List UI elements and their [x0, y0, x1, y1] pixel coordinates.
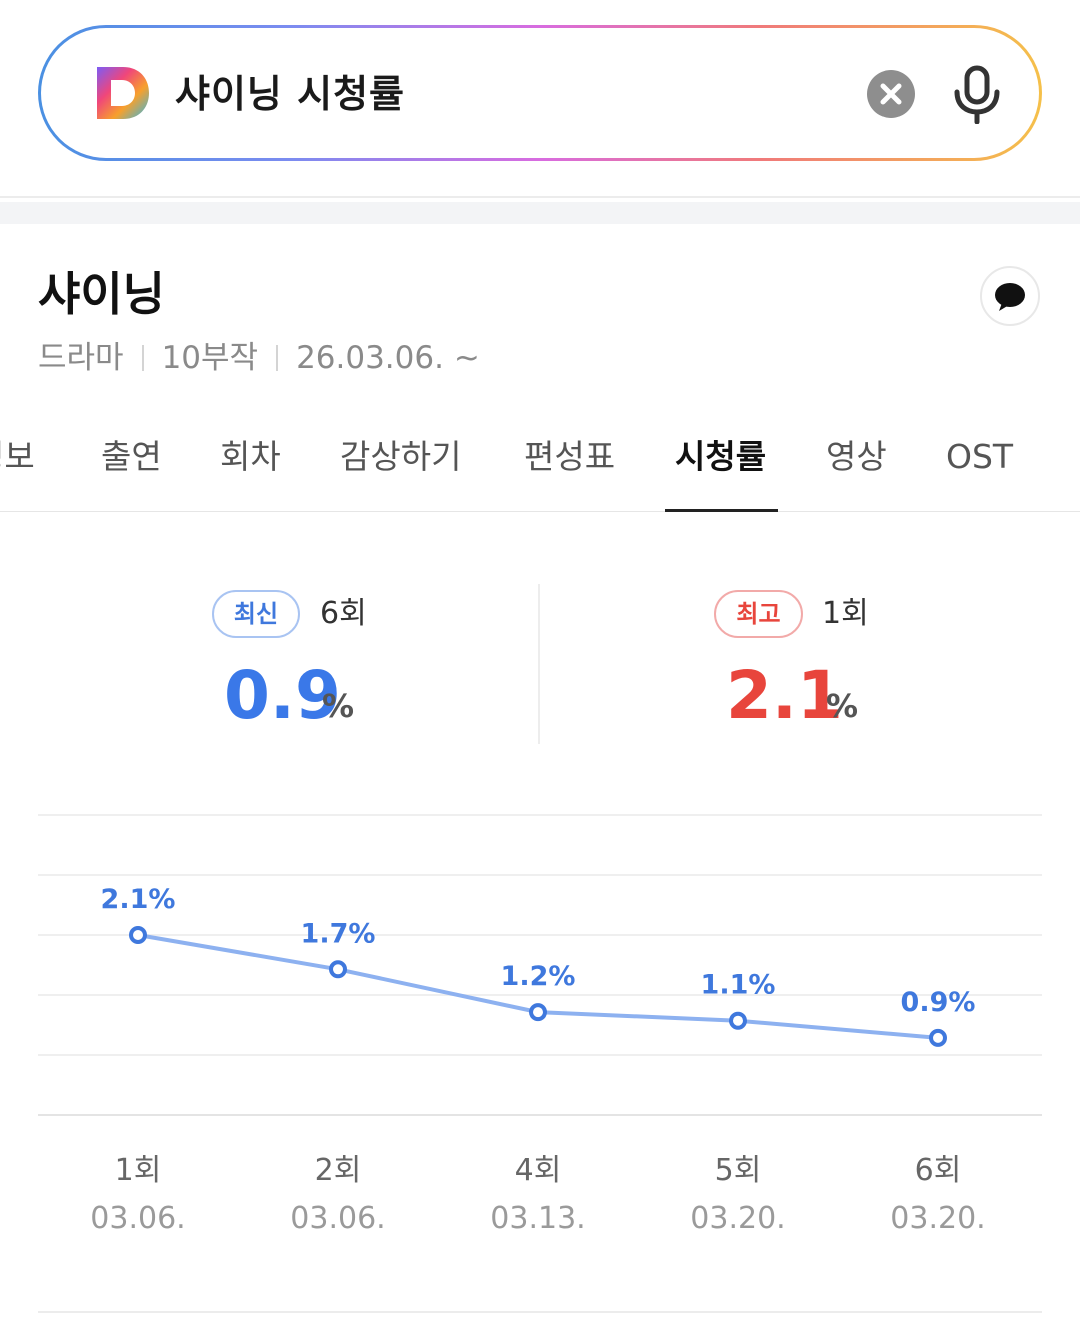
section-gap [0, 202, 1080, 224]
program-episodes: 10부작 [161, 340, 259, 376]
tab-bar: 정보 출연 회차 감상하기 편성표 시청률 영상 OST [0, 420, 1080, 512]
program-genre: 드라마 [38, 340, 124, 376]
speech-bubble-icon [995, 283, 1025, 311]
tab-info[interactable]: 정보 [0, 437, 35, 476]
data-label: 1.2% [501, 961, 576, 992]
latest-rating-unit: % [322, 687, 355, 725]
x-tick-label: 6회 [915, 1153, 962, 1188]
data-label: 0.9% [901, 987, 976, 1018]
data-point [129, 926, 147, 944]
x-tick-date: 03.13. [490, 1201, 585, 1236]
tab-cast[interactable]: 출연 [101, 437, 162, 476]
divider [0, 196, 1080, 198]
x-tick-label: 2회 [315, 1153, 362, 1188]
meta-separator [276, 345, 279, 371]
active-tab-indicator [665, 509, 778, 512]
tab-ost[interactable]: OST [946, 437, 1014, 476]
x-tick-label: 4회 [515, 1153, 562, 1188]
data-label: 1.7% [301, 918, 376, 949]
highest-episode: 1회 [822, 596, 869, 631]
close-icon [880, 83, 902, 105]
data-point [729, 1011, 747, 1030]
tab-ratings[interactable]: 시청률 [675, 437, 767, 476]
highest-badge: 최고 [714, 590, 803, 638]
highest-rating-unit: % [826, 687, 859, 725]
highest-rating-value: 2.1 [726, 657, 843, 734]
x-tick-label: 5회 [715, 1153, 762, 1188]
tabs-border [0, 511, 1080, 512]
x-tick-date: 03.06. [290, 1201, 385, 1236]
search-bar[interactable]: 샤이닝 시청률 [38, 25, 1042, 161]
program-title: 샤이닝 [38, 267, 165, 321]
tab-watch[interactable]: 감상하기 [340, 437, 462, 476]
data-point [929, 1028, 947, 1047]
bottom-divider [38, 1311, 1042, 1313]
search-input[interactable]: 샤이닝 시청률 [175, 72, 405, 116]
data-point [529, 1003, 547, 1022]
x-tick-label: 1회 [115, 1153, 162, 1188]
tab-schedule[interactable]: 편성표 [524, 437, 616, 476]
comment-button[interactable] [980, 266, 1040, 326]
data-label: 1.1% [701, 970, 776, 1001]
meta-separator [141, 345, 144, 371]
latest-badge: 최신 [212, 590, 300, 638]
latest-episode: 6회 [320, 596, 367, 631]
clear-search-button[interactable] [867, 70, 915, 118]
daum-logo-icon [97, 67, 149, 119]
tab-episodes[interactable]: 회차 [220, 437, 281, 476]
tab-videos[interactable]: 영상 [826, 437, 887, 476]
x-tick-date: 03.20. [890, 1201, 985, 1236]
data-point [329, 960, 347, 979]
x-tick-date: 03.20. [690, 1201, 785, 1236]
program-start-date: 26.03.06. ~ [296, 340, 480, 376]
ratings-line-chart: 2.1% 1회 03.06. 1.7% 2회 03.06. 1.2% 4회 03.13. 1.1%… [38, 814, 1042, 1236]
stats-divider [538, 584, 540, 744]
latest-rating-value: 0.9 [224, 657, 341, 734]
data-label: 2.1% [101, 884, 176, 915]
program-meta: 드라마 10부작 26.03.06. ~ [38, 338, 480, 378]
x-tick-date: 03.06. [90, 1201, 185, 1236]
microphone-icon[interactable] [949, 64, 1005, 124]
